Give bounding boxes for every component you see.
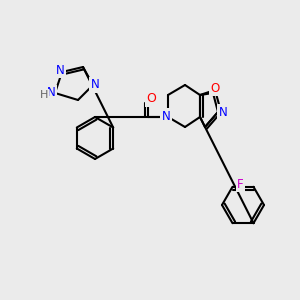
- Text: F: F: [237, 178, 244, 191]
- Text: N: N: [46, 86, 56, 100]
- Text: O: O: [210, 82, 220, 94]
- Text: O: O: [146, 92, 156, 106]
- Text: N: N: [162, 110, 170, 122]
- Text: N: N: [219, 106, 227, 118]
- Text: H: H: [40, 90, 48, 100]
- Text: N: N: [91, 79, 99, 92]
- Text: N: N: [56, 64, 64, 76]
